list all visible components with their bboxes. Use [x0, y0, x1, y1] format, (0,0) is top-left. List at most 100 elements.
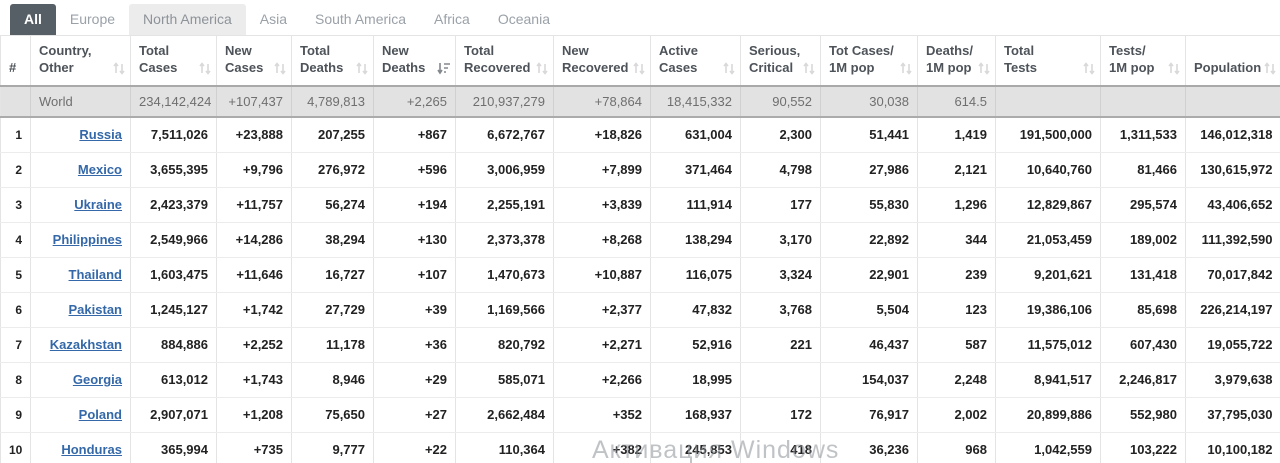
- col-header-label: Deaths/: [926, 43, 973, 58]
- cell-total-tests: 1,042,559: [995, 432, 1101, 463]
- country-link[interactable]: Philippines: [52, 232, 122, 247]
- cell-population[interactable]: 226,214,197: [1185, 292, 1280, 328]
- col-header-country[interactable]: Country, Other: [30, 35, 131, 86]
- sort-icon: [978, 62, 990, 75]
- cell-total-deaths: 27,729: [291, 292, 374, 328]
- cell-total-cases: 2,423,379: [130, 187, 217, 223]
- cell-population[interactable]: 111,392,590: [1185, 222, 1280, 258]
- cell-new-cases: +23,888: [216, 117, 292, 153]
- col-header-label: Serious,: [749, 43, 801, 58]
- col-header-label: New: [562, 43, 589, 58]
- col-header-total-tests[interactable]: Total Tests: [995, 35, 1101, 86]
- col-header-label: Tests/: [1109, 43, 1146, 58]
- cell-active-cases: 116,075: [650, 257, 741, 293]
- col-header-tests-1m[interactable]: Tests/1M pop: [1100, 35, 1186, 86]
- tab-asia[interactable]: Asia: [259, 11, 287, 27]
- tab-south-america[interactable]: South America: [314, 11, 407, 27]
- country-link[interactable]: Pakistan: [68, 302, 122, 317]
- table-header-row: # Country, Other Total Cases New Cases Total Dea…: [0, 35, 1280, 86]
- cell-rank: 10: [0, 432, 31, 463]
- country-row: 3 Ukraine 2,423,379 +11,757 56,274 +194 2,255,…: [0, 187, 1280, 223]
- col-header-new-cases[interactable]: New Cases: [216, 35, 292, 86]
- col-header-label: Critical: [749, 60, 794, 75]
- cell-new-deaths: +107: [373, 257, 456, 293]
- country-link[interactable]: Mexico: [77, 162, 122, 177]
- cell-population[interactable]: 3,979,638: [1185, 362, 1280, 398]
- col-header-serious-critical[interactable]: Serious, Critical: [740, 35, 821, 86]
- cell-new-recovered: +2,266: [553, 362, 651, 398]
- cell-total-deaths: 9,777: [291, 432, 374, 463]
- country-link[interactable]: Ukraine: [74, 197, 122, 212]
- col-header-rank: #: [0, 35, 31, 86]
- cell-population[interactable]: 19,055,722: [1185, 327, 1280, 363]
- cell-population[interactable]: 37,795,030: [1185, 397, 1280, 433]
- cell-deaths-1m: 614.5: [917, 85, 996, 118]
- cell-tests-1m: 552,980: [1100, 397, 1186, 433]
- country-link[interactable]: Kazakhstan: [49, 337, 122, 352]
- cell-deaths-1m: 239: [917, 257, 996, 293]
- cell-total-recovered: 2,373,378: [455, 222, 554, 258]
- col-header-label: Recovered: [464, 60, 531, 75]
- cell-population[interactable]: 43,406,652: [1185, 187, 1280, 223]
- cell-total-tests: 9,201,621: [995, 257, 1101, 293]
- tab-oceania[interactable]: Oceania: [497, 11, 550, 27]
- tab-europe[interactable]: Europe: [69, 11, 116, 27]
- cell-tot-cases-1m: 22,892: [820, 222, 918, 258]
- col-header-new-recovered[interactable]: New Recovered: [553, 35, 651, 86]
- col-header-new-deaths[interactable]: New Deaths: [373, 35, 456, 86]
- col-header-label: 1M pop: [829, 60, 875, 75]
- col-header-active-cases[interactable]: Active Cases: [650, 35, 741, 86]
- cell-total-deaths: 16,727: [291, 257, 374, 293]
- cell-active-cases: 168,937: [650, 397, 741, 433]
- col-header-label: 1M pop: [926, 60, 972, 75]
- cell-tot-cases-1m: 55,830: [820, 187, 918, 223]
- cell-tests-1m: [1100, 85, 1186, 118]
- col-header-tot-cases-1m[interactable]: Tot Cases/1M pop: [820, 35, 918, 86]
- cell-active-cases: 52,916: [650, 327, 741, 363]
- cell-serious-critical: 177: [740, 187, 821, 223]
- country-link[interactable]: Poland: [78, 407, 122, 422]
- cell-new-recovered: +2,377: [553, 292, 651, 328]
- cell-deaths-1m: 123: [917, 292, 996, 328]
- cell-population[interactable]: 130,615,972: [1185, 152, 1280, 188]
- cell-total-recovered: 3,006,959: [455, 152, 554, 188]
- cell-tests-1m: 131,418: [1100, 257, 1186, 293]
- cell-country: Philippines: [30, 222, 131, 258]
- cell-rank: 6: [0, 292, 31, 328]
- cell-population[interactable]: 10,100,182: [1185, 432, 1280, 463]
- col-header-label: Total: [1004, 43, 1035, 58]
- cell-rank: 1: [0, 117, 31, 153]
- cell-tot-cases-1m: 22,901: [820, 257, 918, 293]
- col-header-label: Total: [464, 43, 495, 58]
- cell-new-cases: +11,646: [216, 257, 292, 293]
- tab-all[interactable]: All: [10, 4, 56, 35]
- country-link[interactable]: Honduras: [61, 442, 122, 457]
- col-header-population[interactable]: Population: [1185, 35, 1280, 86]
- col-header-total-recovered[interactable]: Total Recovered: [455, 35, 554, 86]
- country-link[interactable]: Thailand: [68, 267, 122, 282]
- cell-serious-critical: 2,300: [740, 117, 821, 153]
- region-tabbar: All Europe North America Asia South America A…: [0, 0, 1280, 35]
- col-header-total-cases[interactable]: Total Cases: [130, 35, 217, 86]
- country-row: 7 Kazakhstan 884,886 +2,252 11,178 +36 820,792…: [0, 327, 1280, 363]
- cell-new-deaths: +39: [373, 292, 456, 328]
- tab-north-america[interactable]: North America: [129, 4, 246, 35]
- cell-rank: 2: [0, 152, 31, 188]
- country-row: 9 Poland 2,907,071 +1,208 75,650 +27 2,662,484…: [0, 397, 1280, 433]
- cell-population[interactable]: 70,017,842: [1185, 257, 1280, 293]
- cell-active-cases: 371,464: [650, 152, 741, 188]
- col-header-label: Active: [659, 43, 699, 58]
- cell-total-recovered: 820,792: [455, 327, 554, 363]
- cell-rank: 5: [0, 257, 31, 293]
- sort-desc-active-icon: [437, 63, 450, 75]
- cell-new-deaths: +2,265: [373, 85, 456, 118]
- col-header-deaths-1m[interactable]: Deaths/1M pop: [917, 35, 996, 86]
- cell-population[interactable]: 146,012,318: [1185, 117, 1280, 153]
- cell-new-deaths: +29: [373, 362, 456, 398]
- col-header-total-deaths[interactable]: Total Deaths: [291, 35, 374, 86]
- country-link[interactable]: Georgia: [72, 372, 122, 387]
- tab-africa[interactable]: Africa: [434, 11, 470, 27]
- country-link[interactable]: Russia: [79, 127, 122, 143]
- cell-total-cases: 613,012: [130, 362, 217, 398]
- cell-tot-cases-1m: 27,986: [820, 152, 918, 188]
